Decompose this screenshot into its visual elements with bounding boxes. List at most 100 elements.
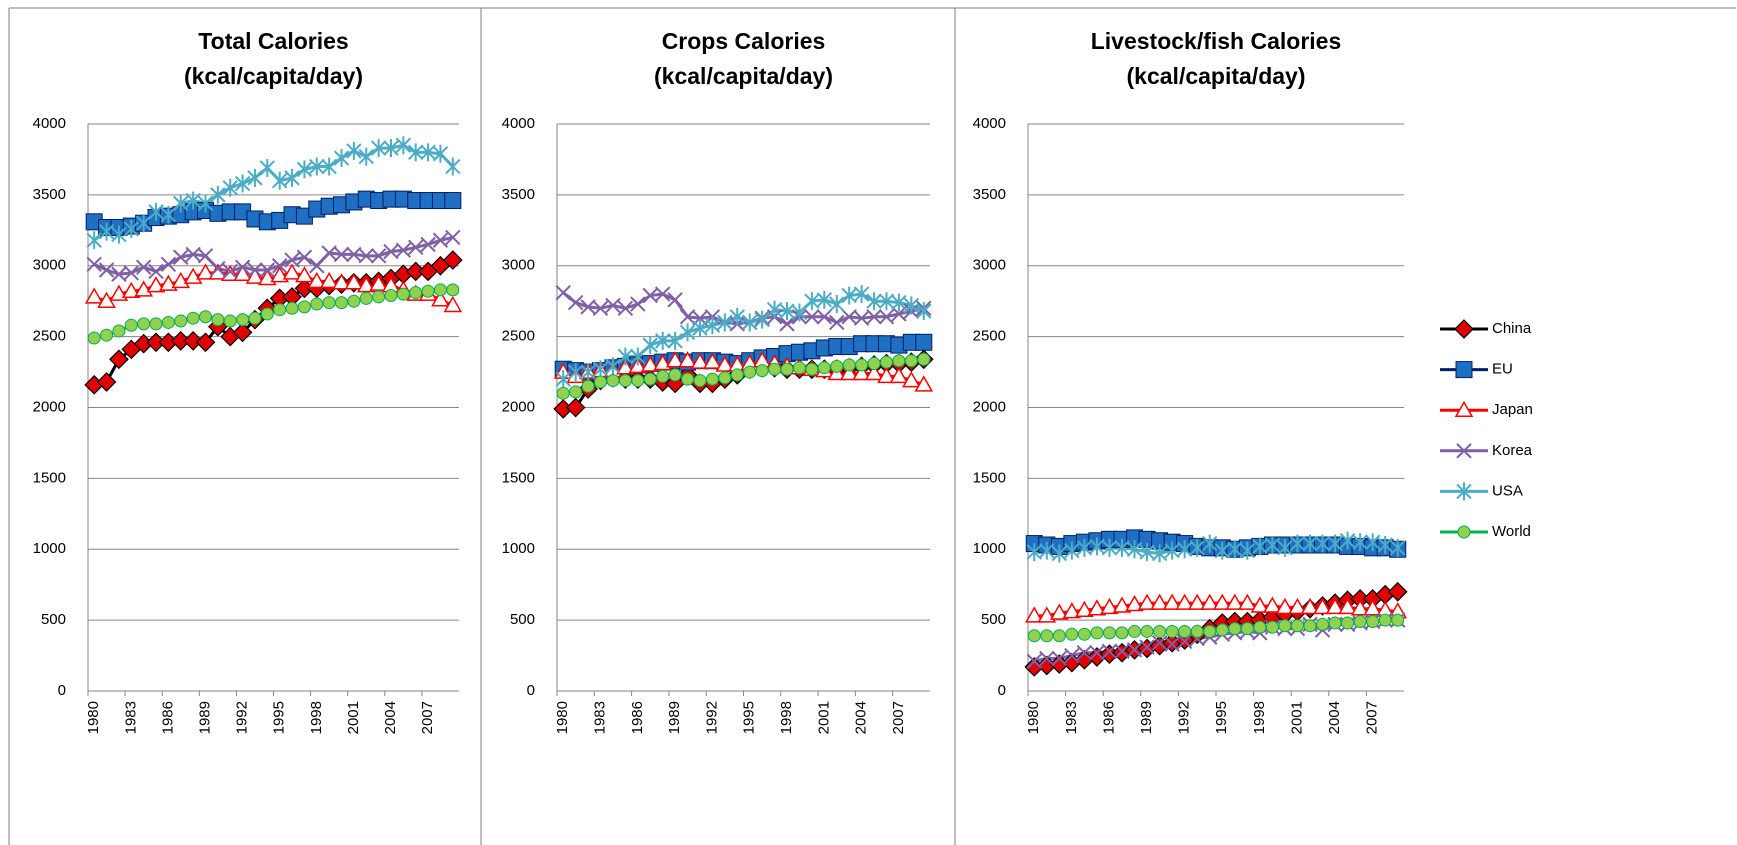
marker-stroke [1039, 650, 1055, 667]
marker [1062, 602, 1082, 619]
marker [421, 284, 435, 298]
marker [878, 309, 895, 325]
marker-stroke [567, 294, 584, 311]
marker [1290, 619, 1304, 633]
marker [1164, 541, 1180, 560]
marker [1052, 629, 1066, 643]
marker [1328, 616, 1342, 630]
marker [1064, 541, 1080, 560]
marker-stroke [1114, 643, 1130, 660]
marker [1178, 624, 1192, 638]
x-tick-label: 2001 [345, 701, 362, 734]
marker-stroke [173, 249, 189, 265]
marker [1288, 597, 1307, 615]
x-tick-label: 1983 [1063, 701, 1080, 734]
marker [642, 336, 658, 355]
marker-stroke [841, 309, 857, 325]
legend-label: World [1492, 523, 1531, 540]
marker [665, 351, 685, 368]
marker [617, 300, 634, 316]
marker [171, 271, 191, 289]
marker [1140, 624, 1154, 638]
marker [160, 256, 177, 273]
marker [332, 273, 351, 290]
marker-stroke [346, 246, 362, 263]
marker [903, 296, 920, 315]
marker-stroke [86, 256, 102, 273]
marker [87, 331, 101, 345]
marker [247, 262, 263, 278]
marker [372, 290, 386, 304]
y-tick-label: 1000 [973, 540, 1006, 557]
marker [185, 191, 201, 210]
marker [1051, 650, 1068, 667]
marker-stroke [1164, 636, 1180, 652]
marker [717, 313, 733, 332]
marker [791, 303, 808, 322]
marker [432, 232, 449, 248]
marker [580, 363, 596, 382]
marker [1051, 544, 1068, 563]
x-tick-label: 1986 [629, 701, 646, 734]
marker [1454, 400, 1474, 417]
marker [358, 147, 374, 166]
marker [296, 160, 313, 179]
marker [904, 354, 918, 368]
legend-label: Korea [1492, 442, 1533, 459]
marker [780, 362, 794, 376]
marker [679, 323, 696, 342]
marker [1090, 626, 1104, 640]
marker [369, 274, 388, 291]
marker [853, 310, 870, 326]
marker [729, 307, 745, 326]
marker [1391, 613, 1405, 627]
marker [1327, 534, 1343, 553]
marker [124, 318, 138, 332]
marker [692, 319, 708, 338]
marker [829, 314, 845, 331]
marker [259, 158, 276, 177]
marker-stroke [866, 309, 882, 325]
marker [1089, 645, 1105, 661]
marker [384, 289, 398, 303]
y-tick-label: 3500 [33, 186, 66, 203]
marker [259, 262, 276, 278]
marker [1076, 645, 1093, 661]
x-tick-label: 1989 [1138, 701, 1155, 734]
marker [1378, 613, 1392, 627]
marker [1302, 534, 1318, 553]
marker [804, 309, 820, 325]
marker [569, 385, 583, 399]
marker [841, 309, 857, 325]
marker [370, 139, 387, 158]
marker [617, 347, 634, 366]
x-tick-label: 2007 [890, 701, 907, 734]
marker [271, 171, 288, 190]
marker [359, 291, 373, 305]
marker-stroke [284, 252, 300, 268]
marker [916, 302, 932, 321]
marker [146, 276, 166, 293]
marker [245, 267, 265, 284]
marker [618, 374, 632, 388]
legend-label: China [1492, 320, 1532, 337]
marker [839, 363, 859, 381]
marker [703, 352, 722, 369]
marker [1027, 629, 1041, 643]
marker [768, 362, 782, 376]
marker [866, 309, 882, 325]
marker [123, 219, 139, 238]
y-tick-label: 1500 [502, 469, 535, 486]
marker [1366, 615, 1380, 629]
x-tick-label: 1989 [196, 701, 213, 734]
y-tick-label: 500 [510, 611, 535, 628]
chart-title: Total Calories [198, 28, 348, 54]
marker [173, 249, 189, 265]
marker-stroke [296, 249, 313, 265]
marker [160, 205, 177, 224]
marker [914, 375, 934, 392]
marker [309, 258, 325, 274]
marker [678, 351, 697, 368]
y-tick-label: 4000 [33, 115, 66, 132]
marker [1225, 593, 1245, 610]
